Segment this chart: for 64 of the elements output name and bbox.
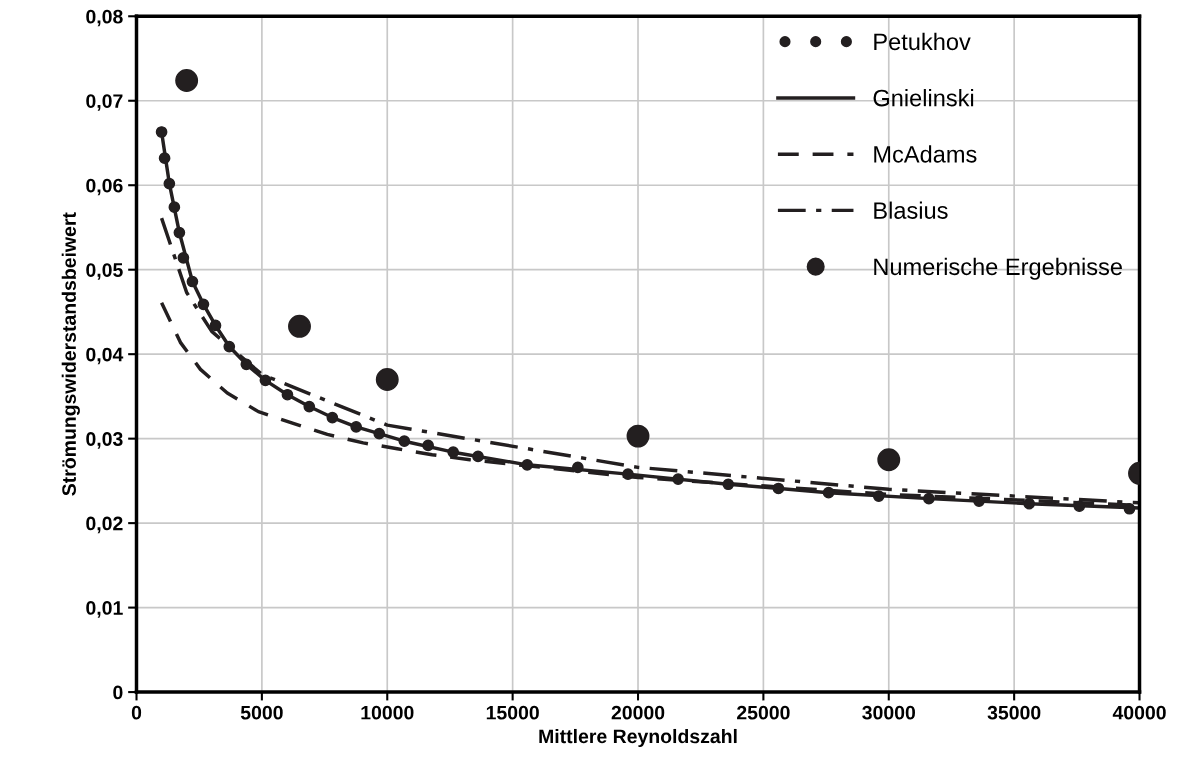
point: [155, 126, 168, 138]
point: [1023, 497, 1036, 510]
point: [973, 495, 985, 508]
point: [240, 358, 253, 371]
point: [350, 420, 363, 433]
y-tick-label: 0,04: [86, 347, 124, 365]
point: [186, 275, 199, 288]
legend-label: McAdams: [874, 145, 977, 163]
point: [626, 424, 650, 448]
x-axis-title: Mittlere Reynoldszahl: [539, 728, 737, 748]
point: [177, 252, 190, 264]
point: [447, 446, 460, 459]
point: [158, 152, 171, 165]
x-tick-label: 30000: [862, 705, 916, 720]
x-tick-label: 25000: [737, 705, 790, 720]
legend-label: Blasius: [874, 201, 948, 219]
point: [622, 468, 634, 480]
point: [422, 439, 434, 452]
point: [209, 319, 222, 332]
point: [772, 482, 785, 495]
point: [281, 388, 294, 401]
point: [1123, 502, 1136, 515]
point: [521, 458, 534, 471]
x-tick-label: 10000: [361, 705, 414, 720]
point: [877, 448, 901, 472]
y-tick-label: 0,05: [86, 263, 123, 280]
point: [197, 298, 210, 311]
point: [1073, 500, 1086, 513]
point: [175, 69, 199, 92]
y-tick-label: 0,02: [86, 516, 123, 534]
y-tick-label: 0,01: [86, 601, 123, 618]
y-tick-label: 0,08: [86, 9, 123, 27]
x-tick-label: 35000: [987, 705, 1041, 720]
point: [223, 340, 236, 353]
point: [173, 226, 186, 239]
point: [672, 473, 684, 486]
point: [259, 374, 272, 387]
y-tick-label: 0,06: [86, 178, 123, 196]
x-tick-label: 15000: [486, 705, 539, 720]
point: [398, 435, 411, 448]
legend-label: Numerische Ergebnisse: [874, 257, 1122, 280]
y-tick-label: 0: [113, 685, 123, 700]
legend-label: Gnielinski: [873, 89, 974, 107]
point: [326, 411, 339, 424]
point: [168, 201, 181, 214]
point: [163, 177, 176, 190]
point: [923, 492, 935, 505]
legend-label: Petukhov: [874, 32, 971, 51]
y-axis-title: Strömungswiderstandsbeiwert: [61, 212, 80, 496]
x-tick-label: 20000: [611, 705, 665, 720]
point: [722, 478, 735, 491]
y-tick-label: 0,03: [86, 432, 123, 449]
point: [472, 450, 484, 463]
y-tick-label: 0,07: [86, 94, 123, 111]
point: [288, 314, 311, 338]
x-tick-label: 40000: [1112, 705, 1166, 720]
point: [375, 368, 399, 391]
point: [571, 461, 584, 474]
point: [373, 427, 386, 440]
point: [872, 490, 885, 502]
point: [822, 486, 835, 499]
x-tick-label: 5000: [240, 705, 283, 720]
point: [303, 400, 316, 413]
x-tick-label: 0: [131, 705, 142, 720]
